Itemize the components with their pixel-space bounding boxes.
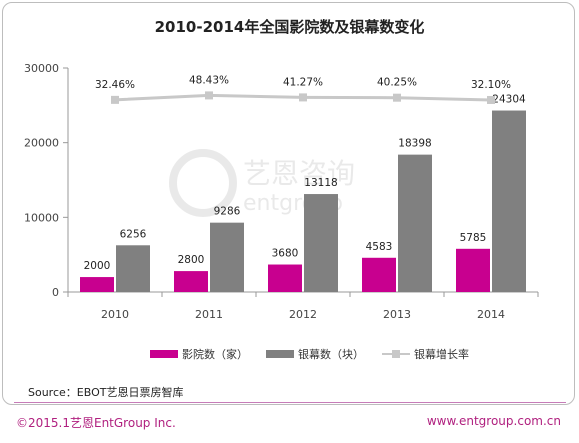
x-tick-label: 2011 [195, 308, 223, 321]
growth-point [393, 93, 401, 102]
y-tick-label: 0 [52, 286, 59, 299]
legend-item-cinemas: 影院数（家） [150, 346, 248, 362]
y-tick-label: 20000 [24, 137, 59, 150]
x-tick-label: 2014 [477, 308, 505, 321]
bar-screens [116, 245, 150, 292]
data-label-cinemas: 3680 [272, 248, 299, 260]
data-label-cinemas: 5785 [460, 232, 487, 244]
x-tick-label: 2012 [289, 308, 317, 321]
legend-swatch-screens [266, 350, 294, 358]
chart-frame [2, 2, 575, 405]
data-label-screens: 24304 [492, 94, 526, 106]
data-label-screens: 13118 [304, 177, 337, 189]
source-note: Source：EBOT艺恩日票房智库 [28, 386, 184, 399]
data-label-cinemas: 2000 [84, 260, 111, 272]
data-label-screens: 9286 [214, 206, 241, 218]
data-label-cinemas: 2800 [178, 254, 205, 266]
bar-cinemas [80, 277, 114, 292]
bar-screens [210, 222, 244, 292]
data-label-screens: 6256 [120, 228, 147, 240]
footer-website-link[interactable]: www.entgroup.com.cn [426, 414, 561, 428]
y-tick-label: 10000 [24, 211, 59, 224]
data-label-growth: 41.27% [283, 76, 323, 88]
bar-cinemas [268, 264, 302, 292]
x-tick-label: 2013 [383, 308, 411, 321]
legend-item-screens: 银幕数（块） [266, 346, 364, 362]
legend-item-growth: 银幕增长率 [382, 346, 469, 362]
bar-screens [492, 110, 526, 292]
footer-copyright: ©2015.1艺恩EntGroup Inc. [16, 416, 176, 430]
growth-point [299, 93, 307, 102]
legend-label-growth: 银幕增长率 [414, 348, 469, 361]
bar-cinemas [174, 271, 208, 292]
bar-screens [304, 194, 338, 292]
data-label-growth: 32.46% [95, 79, 135, 91]
chart-legend: 影院数（家） 银幕数（块） 银幕增长率 [150, 346, 469, 362]
chart-title: 2010-2014年全国影院数及银幕数变化 [154, 18, 425, 36]
bar-screens [398, 154, 432, 292]
data-label-growth: 32.10% [471, 79, 511, 91]
data-label-growth: 48.43% [189, 74, 229, 86]
watermark-cn: 艺恩咨询 [243, 157, 355, 190]
data-label-cinemas: 4583 [366, 241, 393, 253]
bar-cinemas [456, 248, 490, 292]
growth-point [111, 95, 119, 104]
y-tick-label: 30000 [24, 62, 59, 75]
legend-label-screens: 银幕数（块） [298, 348, 364, 361]
legend-label-cinemas: 影院数（家） [182, 348, 248, 361]
legend-swatch-growth [382, 350, 410, 358]
legend-swatch-cinemas [150, 350, 178, 358]
footer-divider [14, 402, 566, 403]
bar-cinemas [362, 257, 396, 292]
data-label-screens: 18398 [398, 138, 431, 150]
x-tick-label: 2010 [101, 308, 129, 321]
growth-point [487, 95, 495, 104]
data-label-growth: 40.25% [377, 77, 417, 89]
growth-point [205, 91, 213, 100]
